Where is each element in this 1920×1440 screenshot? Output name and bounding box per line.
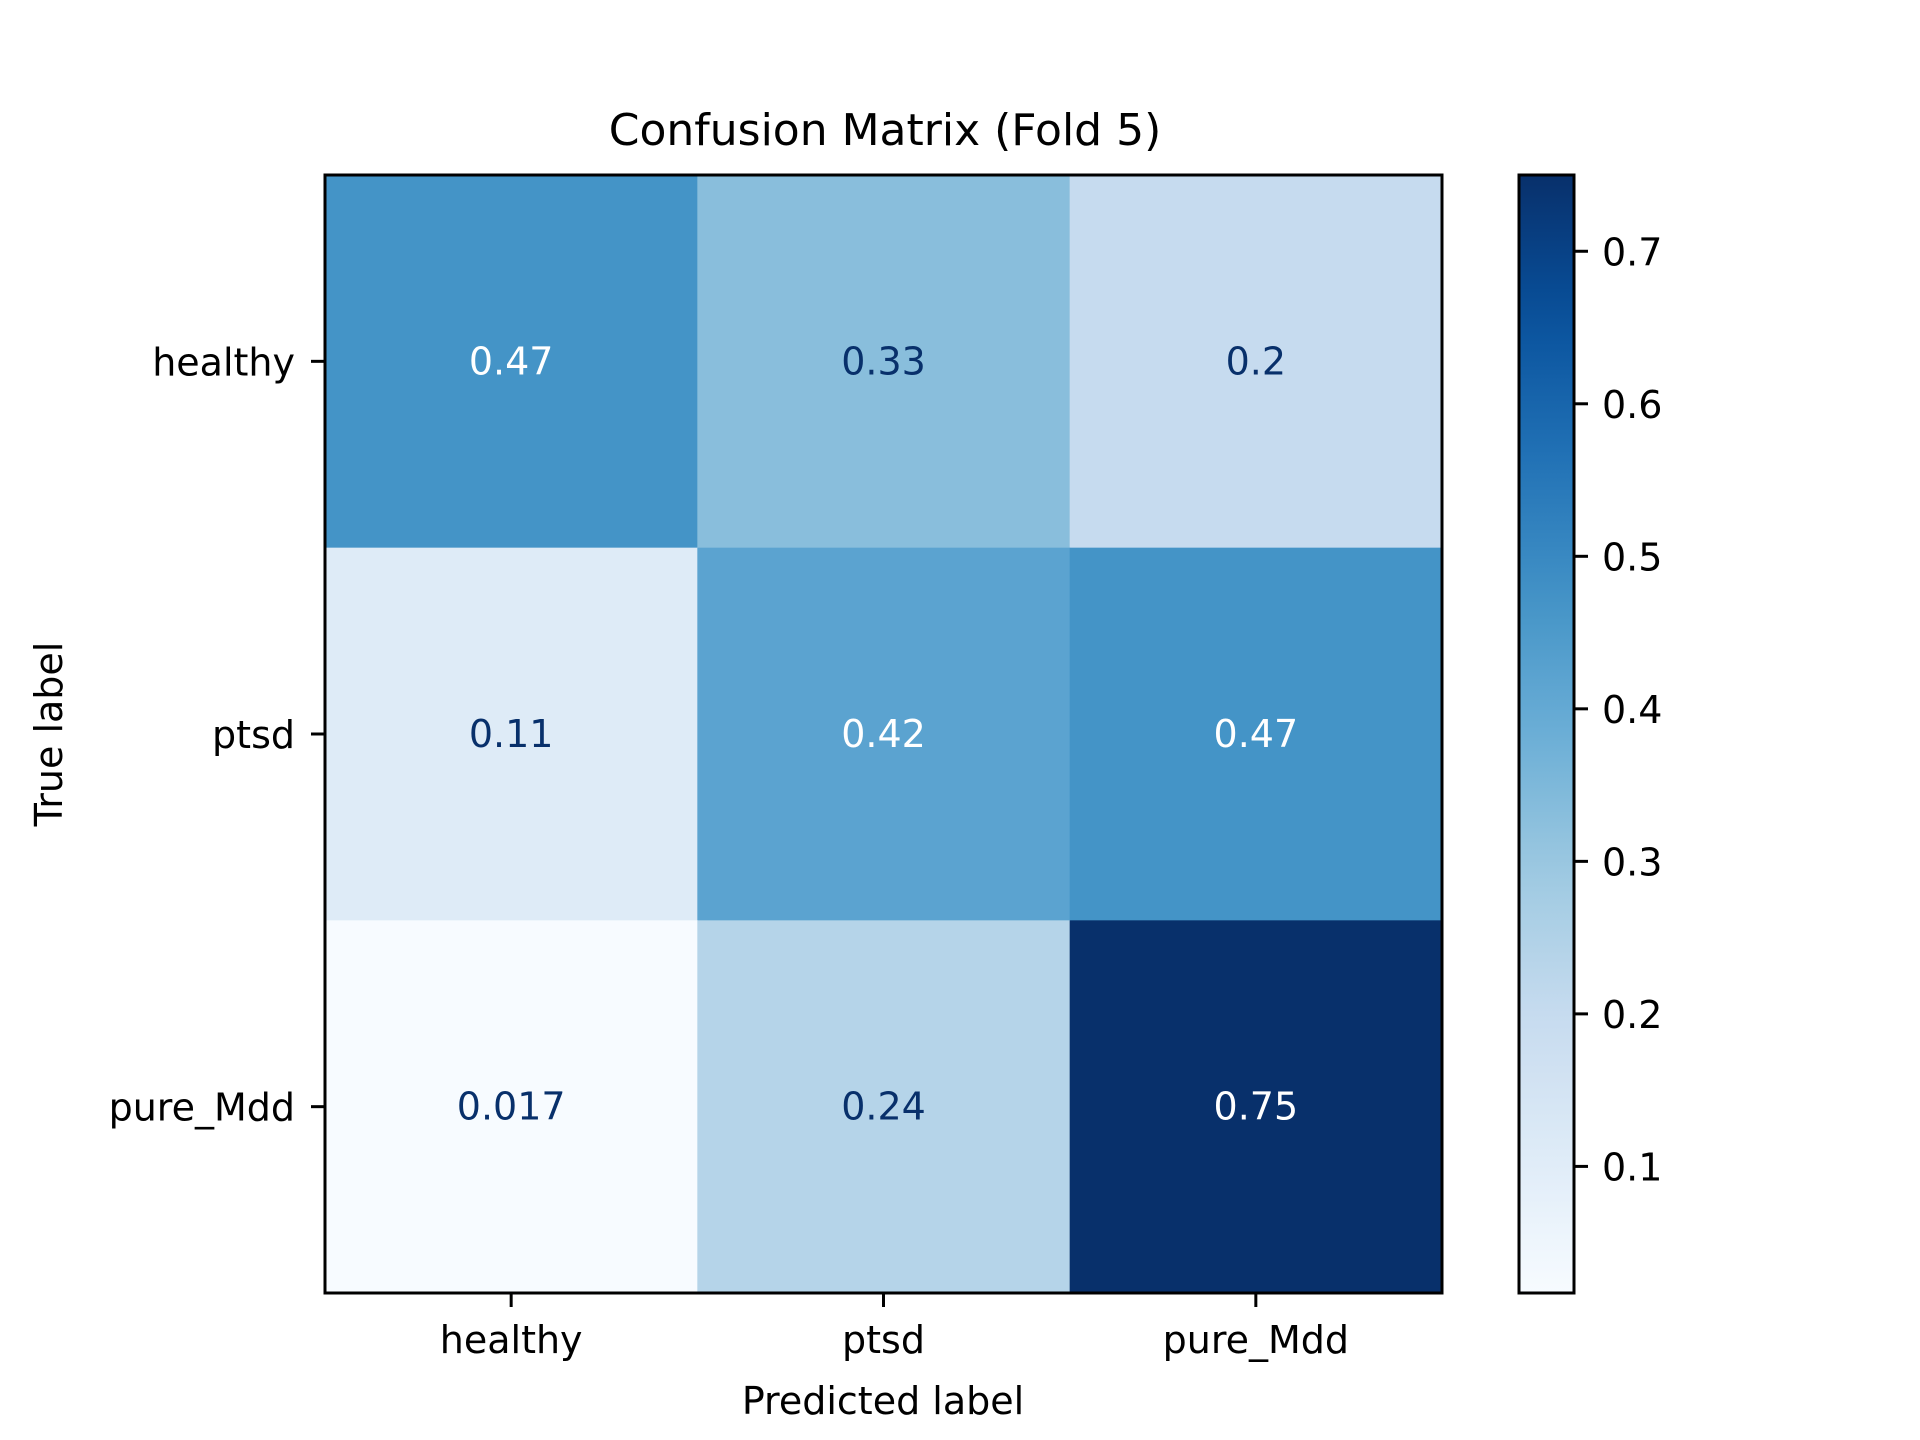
colorbar-tick-label: 0.5 <box>1602 535 1662 579</box>
cell-0-0 <box>325 175 698 549</box>
chart-title: Confusion Matrix (Fold 5) <box>609 105 1162 156</box>
x-tick-label: pure_Mdd <box>1163 1318 1349 1362</box>
cell-value-2-1: 0.24 <box>841 1085 926 1129</box>
cell-value-0-0: 0.47 <box>469 339 554 383</box>
cell-1-2 <box>1069 547 1443 921</box>
y-tick-label: pure_Mdd <box>109 1086 295 1130</box>
cell-1-0 <box>325 547 698 921</box>
colorbar-tick-label: 0.1 <box>1602 1145 1662 1189</box>
y-axis-label: True label <box>27 642 71 828</box>
x-axis-ticks: healthy ptsd pure_Mdd <box>440 1293 1349 1362</box>
colorbar-tick-label: 0.2 <box>1602 993 1662 1037</box>
colorbar-tick-label: 0.6 <box>1602 383 1662 427</box>
cell-0-2 <box>1069 175 1443 549</box>
cell-value-2-0: 0.017 <box>457 1085 566 1129</box>
matrix-cells: 0.47 0.33 0.2 0.11 0.42 0.47 0.017 0.24 0.75 <box>325 175 1443 1294</box>
cell-2-2 <box>1069 920 1443 1294</box>
x-tick-label: ptsd <box>842 1318 925 1362</box>
cell-1-1 <box>697 547 1071 921</box>
cell-0-1 <box>697 175 1071 549</box>
colorbar-ticks: 0.1 0.2 0.3 0.4 0.5 0.6 0.7 <box>1574 230 1662 1189</box>
x-axis-label: Predicted label <box>742 1379 1024 1423</box>
cell-value-1-1: 0.42 <box>841 712 926 756</box>
colorbar-tick-label: 0.4 <box>1602 688 1662 732</box>
cell-value-0-2: 0.2 <box>1226 339 1286 383</box>
cell-2-0 <box>325 920 698 1294</box>
cell-value-1-0: 0.11 <box>469 712 554 756</box>
y-tick-label: ptsd <box>212 713 295 757</box>
colorbar-tick-label: 0.7 <box>1602 230 1662 274</box>
x-tick-label: healthy <box>440 1318 583 1362</box>
colorbar <box>1517 173 1576 1295</box>
cell-value-2-2: 0.75 <box>1214 1085 1299 1129</box>
cell-value-1-2: 0.47 <box>1214 712 1299 756</box>
cell-2-1 <box>697 920 1071 1294</box>
y-axis-ticks: healthy ptsd pure_Mdd <box>109 340 325 1130</box>
cell-value-0-1: 0.33 <box>841 339 926 383</box>
y-tick-label: healthy <box>152 340 295 384</box>
colorbar-tick-label: 0.3 <box>1602 840 1662 884</box>
